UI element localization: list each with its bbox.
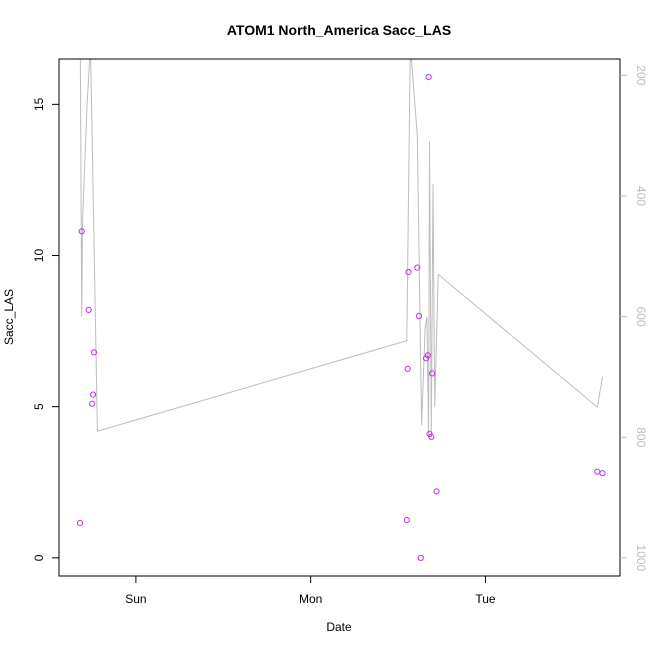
- data-point: [78, 228, 85, 235]
- y2-tick-label: 800: [634, 427, 648, 447]
- data-point: [415, 312, 423, 320]
- chart-title: ATOM1 North_America Sacc_LAS: [227, 22, 451, 38]
- data-point: [425, 74, 432, 81]
- data-point: [404, 365, 411, 372]
- data-point: [414, 264, 421, 271]
- line-series-layer: [79, 59, 603, 438]
- data-point: [90, 391, 97, 398]
- x-tick-label: Mon: [299, 592, 322, 606]
- y-tick-label: 15: [32, 97, 46, 111]
- data-point: [426, 430, 433, 437]
- y2-tick-label: 400: [634, 186, 648, 206]
- data-point: [76, 520, 84, 527]
- data-point: [429, 370, 436, 377]
- data-point: [89, 400, 96, 407]
- plot-frame: [58, 58, 621, 577]
- x-axis: Sun Mon Tue: [125, 576, 496, 606]
- data-point: [85, 306, 92, 313]
- data-point: [424, 352, 431, 359]
- y2-tick-label: 600: [634, 307, 648, 327]
- x-tick-label: Tue: [475, 592, 496, 606]
- data-point: [403, 517, 410, 524]
- x-axis-label: Date: [326, 620, 352, 634]
- y2-tick-label: 1000: [634, 545, 648, 572]
- data-point: [90, 349, 98, 356]
- line-series: [79, 59, 603, 438]
- x-tick-label: Sun: [125, 592, 146, 606]
- y-axis: 0 5 10 15: [32, 97, 59, 561]
- points-layer: [76, 74, 606, 562]
- y2-tick-label: 200: [634, 65, 648, 85]
- data-point: [599, 470, 606, 477]
- y-tick-label: 10: [32, 249, 46, 263]
- y-axis-label: Sacc_LAS: [2, 289, 16, 345]
- data-point: [433, 488, 440, 495]
- y-tick-label: 5: [32, 403, 46, 410]
- data-point: [405, 269, 412, 276]
- y-tick-label: 0: [32, 554, 46, 561]
- data-point: [428, 433, 435, 440]
- y2-axis-right: 200 400 600 800 1000: [620, 65, 648, 572]
- data-point: [422, 355, 430, 362]
- data-point: [417, 554, 424, 562]
